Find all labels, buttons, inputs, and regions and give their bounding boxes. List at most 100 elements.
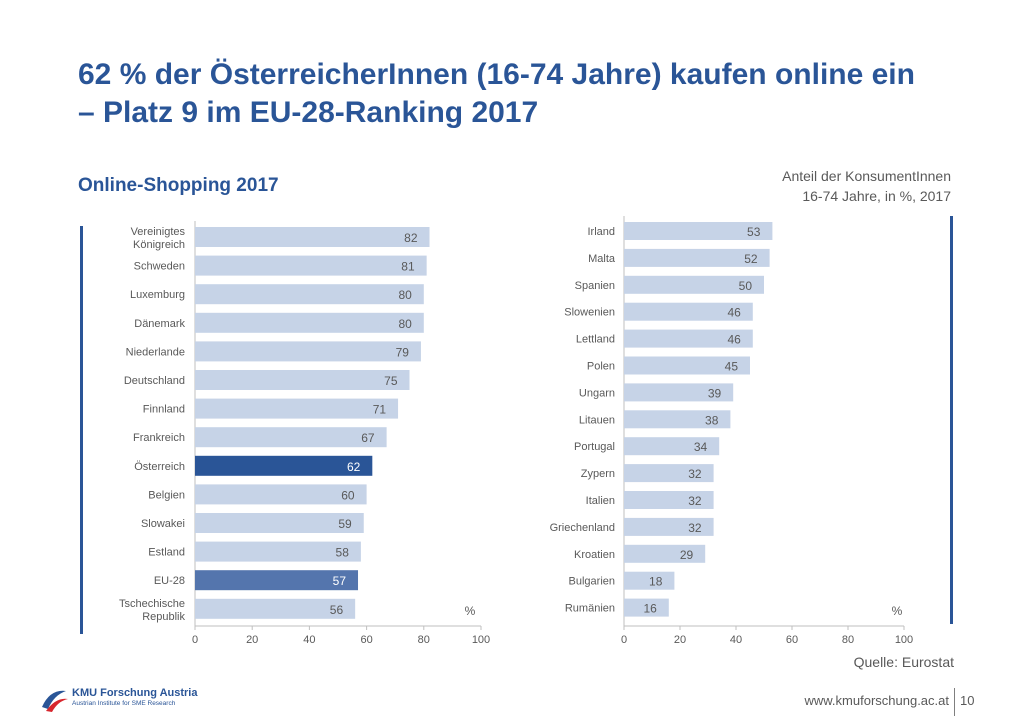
data-label: 29 xyxy=(680,548,694,562)
footer-separator xyxy=(954,688,955,716)
unit-label: % xyxy=(892,604,903,618)
x-tick-label: 0 xyxy=(192,634,198,646)
title-line-2: – Platz 9 im EU-28-Ranking 2017 xyxy=(78,96,539,129)
data-label: 45 xyxy=(725,360,739,374)
right-accent-line xyxy=(950,216,953,624)
bar xyxy=(624,275,764,294)
bar xyxy=(624,383,734,402)
bar xyxy=(624,571,675,590)
bar xyxy=(624,517,714,536)
bar xyxy=(195,312,424,333)
bar xyxy=(195,341,421,362)
bar xyxy=(195,398,399,419)
logo-icon xyxy=(42,690,68,712)
bar xyxy=(624,410,731,429)
data-label: 58 xyxy=(336,546,350,560)
category-label: Belgien xyxy=(148,489,185,501)
category-label: Estland xyxy=(148,547,185,559)
x-tick-label: 0 xyxy=(621,634,627,646)
category-label: Lettland xyxy=(576,334,615,346)
data-label: 34 xyxy=(694,440,708,454)
x-tick-label: 20 xyxy=(246,634,258,646)
left-accent-line xyxy=(80,226,83,634)
category-label: Rumänien xyxy=(565,603,615,615)
data-label: 81 xyxy=(401,260,415,274)
bar xyxy=(624,302,753,321)
bar xyxy=(624,356,750,375)
category-label: EU-28 xyxy=(154,575,185,587)
category-label: Italien xyxy=(586,495,615,507)
data-label: 46 xyxy=(727,306,741,320)
note-line-2: 16-74 Jahre, in %, 2017 xyxy=(802,188,951,204)
logo-name: KMU Forschung Austria xyxy=(72,687,198,699)
x-tick-label: 100 xyxy=(472,634,490,646)
data-label: 79 xyxy=(396,345,410,359)
category-label: Finnland xyxy=(143,404,185,416)
bar xyxy=(195,284,424,305)
category-label: Zypern xyxy=(581,468,615,480)
bar xyxy=(624,248,770,267)
data-label: 67 xyxy=(361,431,375,445)
data-label: 80 xyxy=(398,288,412,302)
category-label: Polen xyxy=(587,361,615,373)
data-label: 50 xyxy=(739,279,753,293)
category-label: Deutschland xyxy=(124,375,185,387)
x-tick-label: 60 xyxy=(786,634,798,646)
category-label: Königreich xyxy=(133,239,185,251)
data-label: 39 xyxy=(708,386,722,400)
data-label: 59 xyxy=(338,517,352,531)
footer-url-link[interactable]: www.kmuforschung.ac.at xyxy=(804,693,949,708)
category-label: Kroatien xyxy=(574,549,615,561)
bar xyxy=(195,513,364,533)
category-label: Spanien xyxy=(575,280,615,292)
data-label: 52 xyxy=(744,252,758,266)
category-label: Vereinigtes xyxy=(131,226,186,238)
bar xyxy=(624,222,773,240)
category-label: Niederlande xyxy=(126,346,185,358)
x-tick-label: 80 xyxy=(418,634,430,646)
category-label: Bulgarien xyxy=(569,576,615,588)
category-label: Tschechische xyxy=(119,598,185,610)
bar xyxy=(195,455,373,476)
bar xyxy=(195,370,410,390)
bar xyxy=(624,464,714,483)
data-label: 46 xyxy=(727,333,741,347)
category-label: Litauen xyxy=(579,414,615,426)
category-label: Österreich xyxy=(134,461,185,473)
bar xyxy=(624,544,706,563)
note-line-1: Anteil der KonsumentInnen xyxy=(782,168,951,184)
x-tick-label: 80 xyxy=(842,634,854,646)
data-label: 32 xyxy=(688,494,702,508)
bar xyxy=(195,598,356,619)
kmu-logo: KMU Forschung Austria Austrian Institute… xyxy=(40,685,198,715)
bar xyxy=(624,437,720,456)
bar xyxy=(195,541,361,562)
data-label: 56 xyxy=(330,603,344,617)
category-label: Portugal xyxy=(574,441,615,453)
bar xyxy=(195,427,387,448)
source-note: Quelle: Eurostat xyxy=(853,654,954,670)
bar xyxy=(195,227,430,247)
data-label: 53 xyxy=(747,225,761,239)
bar xyxy=(195,570,359,591)
category-label: Slowakei xyxy=(141,518,185,530)
unit-label: % xyxy=(465,604,476,618)
category-label: Dänemark xyxy=(134,318,185,330)
data-label: 57 xyxy=(333,574,347,588)
category-label: Irland xyxy=(587,226,615,238)
data-label: 32 xyxy=(688,521,702,535)
data-label: 82 xyxy=(404,231,418,245)
category-label: Malta xyxy=(588,253,616,265)
chart-note: Anteil der KonsumentInnen 16-74 Jahre, i… xyxy=(782,166,951,206)
bar xyxy=(624,329,753,348)
category-label: Republik xyxy=(142,611,185,623)
data-label: 32 xyxy=(688,467,702,481)
bar xyxy=(195,484,367,505)
x-tick-label: 40 xyxy=(730,634,742,646)
page-number: 10 xyxy=(960,693,975,708)
category-label: Schweden xyxy=(134,261,185,273)
category-label: Frankreich xyxy=(133,432,185,444)
category-label: Ungarn xyxy=(579,387,615,399)
data-label: 60 xyxy=(341,488,355,502)
